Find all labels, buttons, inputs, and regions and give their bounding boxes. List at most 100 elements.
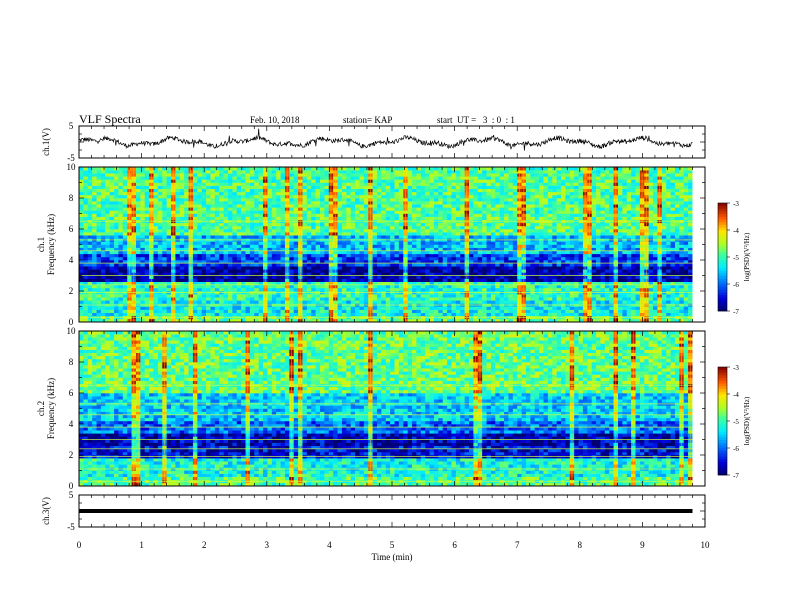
spectrogram-cell (166, 253, 172, 258)
spectrogram-cell (407, 275, 413, 279)
spectrogram-cell (390, 247, 395, 251)
spectrogram-cell (135, 275, 141, 279)
spectrogram-cell (206, 253, 211, 258)
spectrogram-cell (87, 318, 93, 323)
spectrogram-cell (219, 256, 224, 261)
spectrogram-cell (157, 278, 163, 282)
spectrogram-cell (350, 250, 356, 255)
spectrogram-cell (609, 318, 614, 323)
spectrogram-cell (381, 253, 387, 258)
spectrogram-cell (350, 247, 356, 251)
spectrogram-cell (534, 284, 540, 289)
spectrogram-cell (547, 216, 553, 220)
spectrogram-cell (144, 294, 150, 298)
spectrogram-cell (609, 294, 614, 298)
spectrogram-cell (311, 272, 316, 276)
spectrogram-cell (271, 300, 277, 304)
spectrogram-cell (447, 244, 452, 248)
spectrogram-cell (153, 222, 159, 227)
spectrogram-cell (666, 216, 671, 220)
spectrogram-cell (249, 256, 255, 261)
spectrogram-cell (683, 300, 689, 304)
spectrogram-cell (166, 275, 172, 279)
spectrogram-cell (100, 260, 106, 264)
spectrogram-cell (79, 318, 84, 323)
spectrogram-cell (530, 306, 536, 310)
spectrogram-cell (87, 260, 93, 264)
spectrogram-cell (157, 235, 163, 239)
spectrogram-cell (512, 229, 518, 233)
spectrogram-cell (504, 312, 509, 317)
spectrogram-cell (508, 275, 514, 279)
spectrogram-cell (604, 287, 610, 292)
spectrogram-cell (289, 269, 295, 273)
spectrogram-cell (499, 300, 505, 304)
spectrogram-cell (508, 266, 514, 270)
spectrogram-cell (460, 235, 465, 239)
spectrogram-cell (508, 216, 514, 220)
spectrogram-cell (508, 247, 514, 251)
spectrogram-cell (153, 306, 159, 310)
spectrogram-cell (574, 281, 579, 286)
spectrogram-cell (398, 260, 404, 264)
spectrogram-cell (626, 253, 632, 258)
spectrogram-cell (324, 244, 330, 248)
spectrogram-cell (346, 222, 351, 227)
spectrogram-cell (105, 232, 110, 236)
spectrogram-cell (482, 309, 487, 313)
spectrogram-cell (118, 318, 124, 323)
spectrogram-cell (201, 235, 207, 239)
spectrogram-cell (688, 247, 693, 251)
spectrogram-cell (184, 244, 189, 248)
spectrogram-cell (363, 294, 369, 298)
spectrogram-cell (398, 235, 404, 239)
spectrogram-cell (197, 278, 202, 282)
spectrogram-cell (670, 222, 676, 227)
spectrogram-cell (631, 229, 636, 233)
spectrogram-cell (561, 272, 566, 276)
spectrogram-cell (153, 247, 159, 251)
spectrogram-cell (420, 309, 426, 313)
spectrogram-cell (376, 287, 382, 292)
spectrogram-cell (429, 309, 435, 313)
spectrogram-cell (302, 284, 308, 289)
spectrogram-cell (201, 213, 207, 217)
spectrogram-cell (631, 284, 636, 289)
spectrogram-cell (473, 216, 479, 220)
spectrogram-cell (118, 244, 124, 248)
spectrogram-cell (653, 247, 658, 251)
spectrogram-cell (398, 266, 404, 270)
spectrogram-cell (153, 250, 159, 255)
spectrogram-cell (122, 263, 128, 267)
spectrogram-cell (512, 225, 518, 230)
spectrogram-cell (302, 247, 308, 251)
spectrogram-cell (166, 247, 172, 251)
spectrogram-cell (184, 284, 189, 289)
spectrogram-cell (79, 278, 84, 282)
spectrogram-cell (460, 232, 465, 236)
spectrogram-cell (153, 232, 159, 236)
spectrogram-cell (486, 275, 492, 279)
spectrogram-cell (232, 253, 238, 258)
spectrogram-cell (232, 312, 238, 317)
spectrogram-cell (337, 294, 343, 298)
spectrogram-cell (504, 269, 509, 273)
spectrogram-cell (674, 281, 680, 286)
spectrogram-cell (153, 244, 159, 248)
spectrogram-cell (504, 250, 509, 255)
spectrogram-cell (442, 253, 448, 258)
spectrogram-cell (425, 256, 430, 261)
spectrogram-cell (569, 318, 575, 323)
spectrogram-cell (227, 309, 233, 313)
spectrogram-cell (469, 281, 474, 286)
spectrogram-cell (372, 216, 378, 220)
spectrogram-cell (105, 253, 110, 258)
spectrogram-cell (490, 244, 496, 248)
spectrogram-cell (622, 300, 628, 304)
spectrogram-cell (385, 275, 391, 279)
spectrogram-cell (359, 281, 365, 286)
spectrogram-cell (473, 284, 479, 289)
spectrogram-cell (276, 232, 281, 236)
spectrogram-cell (433, 278, 439, 282)
spectrogram-cell (206, 278, 211, 282)
